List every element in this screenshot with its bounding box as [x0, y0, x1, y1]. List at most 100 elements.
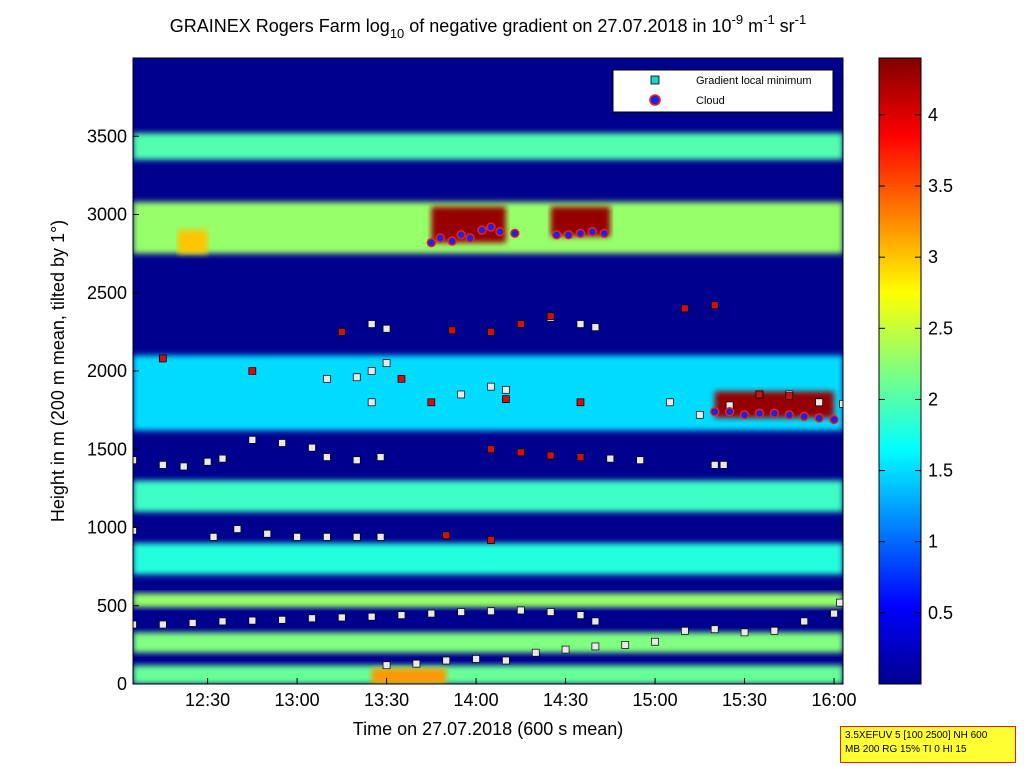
cloud-point	[426, 237, 437, 248]
title-prefix: GRAINEX Rogers Farm log	[170, 16, 390, 36]
cloud-point	[495, 227, 505, 237]
legend-label-gradient-minimum: Gradient local minimum	[696, 75, 812, 87]
gradient-minimum-point	[376, 533, 385, 541]
gradient-minimum-point	[561, 645, 570, 654]
y-tick-label: 500	[97, 596, 127, 616]
gradient-minimum-point	[442, 656, 451, 665]
info-line-1: 3.5XEFUV 5 [100 2500] NH 600	[845, 730, 988, 741]
legend: Gradient local minimum Cloud	[612, 69, 834, 113]
cloud-point	[447, 236, 457, 246]
gradient-minimum-point	[651, 637, 659, 646]
heatmap-band	[133, 632, 843, 653]
chart-title: GRAINEX Rogers Farm log10 of negative gr…	[170, 12, 806, 41]
x-tick-label: 13:00	[275, 690, 320, 710]
legend-box	[612, 69, 834, 113]
gradient-minimum-point	[487, 382, 495, 391]
gradient-minimum-point	[323, 533, 331, 541]
title-prefix-sub: 10	[390, 26, 404, 41]
gradient-minimum-point	[263, 529, 272, 538]
heatmap-band	[133, 665, 843, 684]
title-middle: of negative gradient on 27.07.2018 in 10	[404, 16, 731, 36]
cloud-point	[486, 222, 496, 232]
colorbar-ticks: 0.5 1 1.5 2 2.5 3 3.5 4	[879, 105, 953, 623]
gradient-minimum-point	[531, 648, 540, 657]
x-tick-label: 13:30	[364, 690, 409, 710]
gradient-minimum-point	[352, 456, 361, 465]
gradient-minimum-point	[576, 320, 585, 328]
x-axis: 12:30 13:00 13:30 14:00 14:30 15:00 15:30 16:00	[185, 678, 857, 710]
gradient-minimum-point	[576, 453, 585, 461]
gradient-minimum-point	[487, 607, 495, 616]
cloud-point	[477, 225, 487, 235]
x-tick-label: 14:30	[543, 690, 588, 710]
gradient-minimum-point	[472, 655, 480, 663]
colorbar	[878, 57, 922, 685]
gradient-minimum-point	[719, 461, 728, 469]
y-tick-label: 2500	[87, 283, 127, 303]
gradient-minimum-point	[203, 457, 212, 466]
gradient-minimum-point	[209, 533, 218, 541]
y-axis-label: Height in m (200 m mean, tilted by 1°)	[48, 220, 68, 522]
heatmap-band	[133, 133, 843, 160]
colorbar-tick-label: 1	[928, 532, 938, 552]
cloud-point	[799, 411, 809, 422]
gradient-minimum-point	[278, 615, 287, 624]
y-tick-label: 1000	[87, 518, 127, 538]
gradient-minimum-point	[367, 320, 376, 328]
colorbar-tick-label: 1.5	[928, 461, 953, 481]
gradient-minimum-point	[815, 398, 823, 407]
cloud-point	[456, 230, 466, 240]
info-line-2: MB 200 RG 15% TI 0 HI 15	[845, 744, 967, 755]
heatmap-band	[371, 668, 447, 684]
colorbar-tick-label: 2	[928, 389, 938, 409]
cloud-point	[587, 227, 598, 237]
heatmap-band	[133, 480, 843, 512]
gradient-minimum-point	[502, 656, 510, 665]
cloud-point	[710, 406, 720, 417]
gradient-minimum-point	[502, 385, 510, 394]
gradient-minimum-point	[457, 608, 466, 616]
gradient-minimum-point	[740, 628, 749, 637]
x-axis-label: Time on 27.07.2018 (600 s mean)	[353, 719, 624, 739]
gradient-minimum-point	[382, 324, 391, 333]
cloud-point	[814, 413, 824, 423]
gradient-minimum-point	[397, 374, 406, 383]
colorbar-tick-label: 4	[928, 105, 938, 125]
gradient-minimum-point	[442, 531, 451, 540]
cloud-point	[563, 230, 574, 240]
markers	[133, 222, 843, 670]
gradient-minimum-point	[352, 373, 361, 382]
gradient-minimum-point	[218, 617, 227, 626]
gradient-minimum-point	[133, 620, 137, 629]
gradient-minimum-point	[158, 620, 167, 629]
gradient-minimum-point	[681, 626, 689, 635]
cloud-point	[551, 230, 562, 240]
gradient-minimum-point	[516, 448, 525, 457]
colorbar-tick-label: 3.5	[928, 176, 953, 196]
gradient-minimum-point	[546, 451, 555, 460]
gradient-minimum-point	[666, 398, 674, 407]
gradient-minimum-point	[448, 326, 457, 335]
gradient-minimum-point	[591, 642, 600, 651]
legend-label-cloud: Cloud	[696, 95, 725, 107]
gradient-minimum-point	[158, 461, 167, 469]
gradient-minimum-point	[695, 410, 704, 419]
gradient-minimum-point	[839, 400, 843, 408]
settings-info-box: 3.5XEFUV 5 [100 2500] NH 600 MB 200 RG 1…	[840, 726, 1016, 763]
gradient-minimum-point	[382, 661, 391, 670]
gradient-minimum-point	[308, 614, 316, 623]
x-tick-label: 16:00	[812, 690, 857, 710]
gradient-minimum-point	[516, 606, 525, 615]
gradient-minimum-point	[308, 443, 316, 452]
gradient-minimum-point	[412, 659, 421, 668]
x-tick-label: 14:00	[454, 690, 499, 710]
gradient-minimum-point	[710, 461, 719, 469]
gradient-minimum-point	[293, 533, 301, 541]
gradient-minimum-point	[337, 613, 346, 622]
gradient-minimum-point	[546, 312, 555, 321]
y-tick-label: 3000	[87, 205, 127, 225]
cloud-point	[784, 410, 795, 420]
gradient-minimum-point	[636, 456, 644, 465]
heatmap	[133, 133, 843, 684]
